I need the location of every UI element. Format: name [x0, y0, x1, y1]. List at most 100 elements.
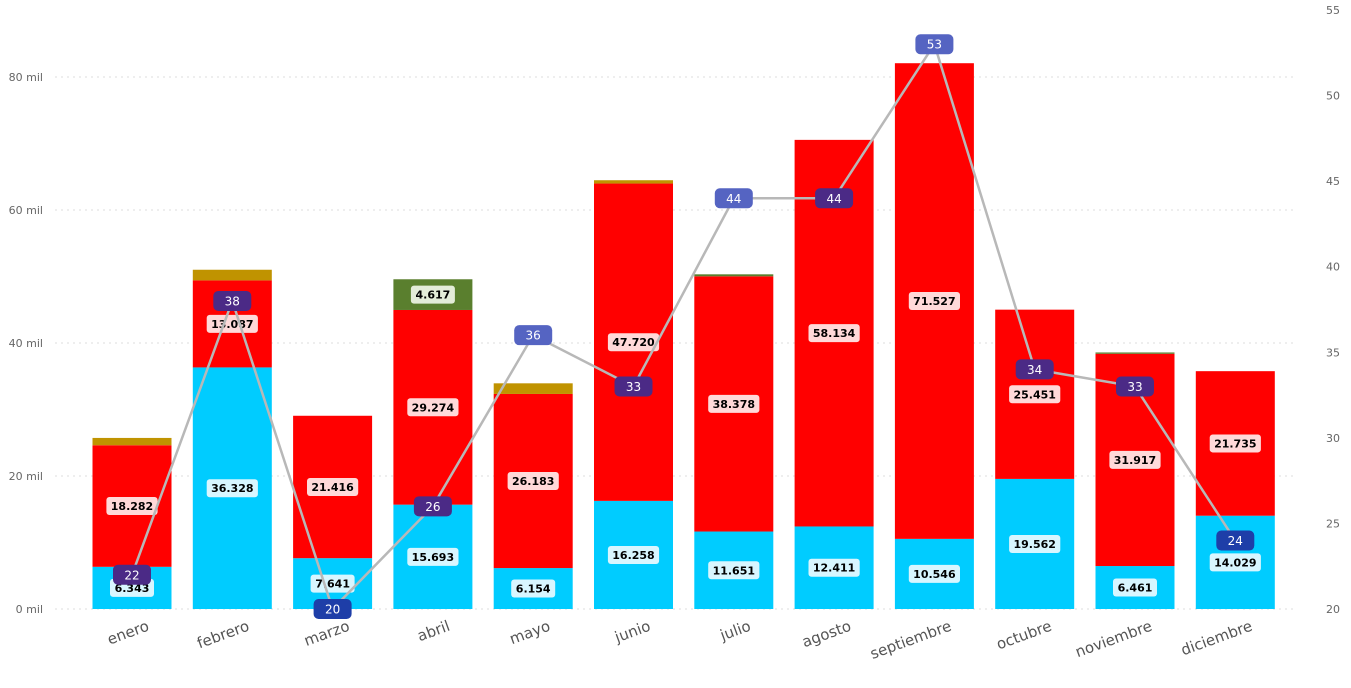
bar-segment	[92, 437, 172, 446]
data-label: 21.735	[1214, 437, 1256, 450]
line-marker	[313, 599, 352, 619]
data-label: 19.562	[1013, 538, 1055, 551]
data-label-box	[407, 398, 459, 417]
line-data-label: 33	[1127, 380, 1142, 394]
y-left-tick-label: 60 mil	[9, 204, 43, 217]
data-label-box	[206, 314, 258, 333]
data-label-box	[1109, 450, 1161, 469]
line-marker	[815, 188, 854, 209]
line-data-label: 36	[526, 329, 541, 343]
data-label: 6.154	[516, 583, 551, 596]
data-label: 31.917	[1114, 454, 1156, 467]
y-right-tick-label: 40	[1326, 261, 1340, 274]
data-label-box	[607, 333, 660, 352]
line-marker	[915, 34, 954, 55]
bar-segment	[192, 269, 272, 281]
x-category-label: noviembre	[1073, 617, 1154, 661]
line-marker	[614, 376, 653, 397]
y-left-tick-label: 80 mil	[9, 71, 43, 84]
line-marker	[714, 188, 753, 209]
data-label: 47.720	[612, 336, 655, 349]
line-data-label: 38	[225, 294, 240, 308]
data-label-box	[1113, 578, 1157, 597]
y-axis-left: 0 mil 20 mil 40 mil 60 mil 80 mil	[9, 71, 43, 616]
data-label: 13.087	[211, 318, 253, 331]
data-label-box	[407, 547, 459, 566]
data-label-box	[1009, 534, 1061, 553]
bar-data-labels: 6.343 18.282 36.328 13.087 7.641 21.416 15.693…	[106, 285, 1261, 598]
line-data-label: 33	[626, 380, 641, 394]
y-right-tick-label: 20	[1326, 603, 1340, 616]
data-label: 38.378	[713, 398, 755, 411]
x-category-label: febrero	[195, 617, 252, 652]
x-category-label: diciembre	[1178, 617, 1254, 659]
data-label: 36.328	[211, 482, 253, 495]
data-label: 58.134	[813, 327, 856, 340]
y-right-tick-label: 35	[1326, 346, 1340, 359]
line-data-label: 44	[726, 192, 741, 206]
line-marker	[213, 290, 252, 311]
line-data-label: 44	[826, 192, 841, 206]
data-label-box	[908, 564, 960, 583]
data-label-box	[908, 292, 960, 311]
data-label-box	[708, 394, 760, 413]
data-label: 21.416	[311, 481, 354, 494]
data-label: 14.029	[1214, 556, 1256, 569]
x-axis-categories: enero febrero marzo abril mayo junio julio agos…	[105, 617, 1255, 663]
line-data-label: 26	[425, 500, 440, 514]
data-label-box	[206, 479, 258, 498]
y-left-tick-label: 0 mil	[16, 603, 43, 616]
y-left-tick-label: 20 mil	[9, 470, 43, 483]
x-category-label: junio	[611, 617, 652, 647]
data-label-box	[808, 558, 860, 577]
y-axis-right: 20 25 30 35 40 45 50 55	[1326, 4, 1340, 616]
x-category-label: julio	[717, 617, 753, 645]
line-marker	[1216, 530, 1255, 551]
bar-segment	[594, 180, 673, 184]
x-category-label: abril	[415, 617, 452, 645]
gridlines	[55, 76, 1295, 610]
data-label-box	[808, 324, 860, 343]
x-category-label: agosto	[800, 617, 854, 651]
line-data-label: 53	[927, 38, 942, 52]
data-label: 6.343	[115, 582, 150, 595]
data-label: 11.651	[713, 564, 755, 577]
stacked-bars	[92, 63, 1275, 609]
data-label: 4.617	[416, 289, 451, 302]
data-label-box	[511, 579, 556, 598]
data-label: 12.411	[813, 562, 855, 575]
data-label-box	[1209, 434, 1261, 453]
data-label: 25.451	[1013, 388, 1055, 401]
bar-segment	[694, 274, 774, 277]
data-label: 15.693	[412, 551, 454, 564]
data-label-box	[307, 477, 359, 496]
data-label: 6.461	[1118, 582, 1153, 595]
data-label-box	[1009, 385, 1061, 404]
line-marker	[514, 325, 553, 346]
line-data-label: 20	[325, 603, 340, 617]
line-marker	[113, 564, 151, 585]
data-label-box	[410, 285, 455, 304]
y-right-tick-label: 55	[1326, 4, 1340, 17]
line-marker	[1116, 376, 1154, 397]
data-label-box	[1209, 553, 1261, 572]
line-data-label: 34	[1027, 363, 1042, 377]
y-right-tick-label: 30	[1326, 432, 1340, 445]
x-category-label: octubre	[994, 617, 1054, 654]
data-label-box	[507, 472, 559, 491]
line-data-label: 22	[124, 568, 139, 582]
data-label-box	[106, 497, 158, 516]
x-category-label: marzo	[302, 617, 352, 650]
line-marker	[1015, 359, 1054, 380]
y-left-tick-label: 40 mil	[9, 337, 43, 350]
data-label: 10.546	[913, 568, 956, 581]
x-category-label: enero	[105, 617, 152, 649]
bar-segment	[1095, 352, 1175, 354]
bar-segment	[493, 383, 573, 394]
y-right-tick-label: 50	[1326, 90, 1340, 103]
data-label: 7.641	[315, 578, 350, 591]
line-series: 22 38 20 26 36 33 44 44 53 34 33 24	[113, 34, 1255, 619]
data-label: 29.274	[412, 401, 455, 414]
data-label-box	[607, 545, 660, 564]
